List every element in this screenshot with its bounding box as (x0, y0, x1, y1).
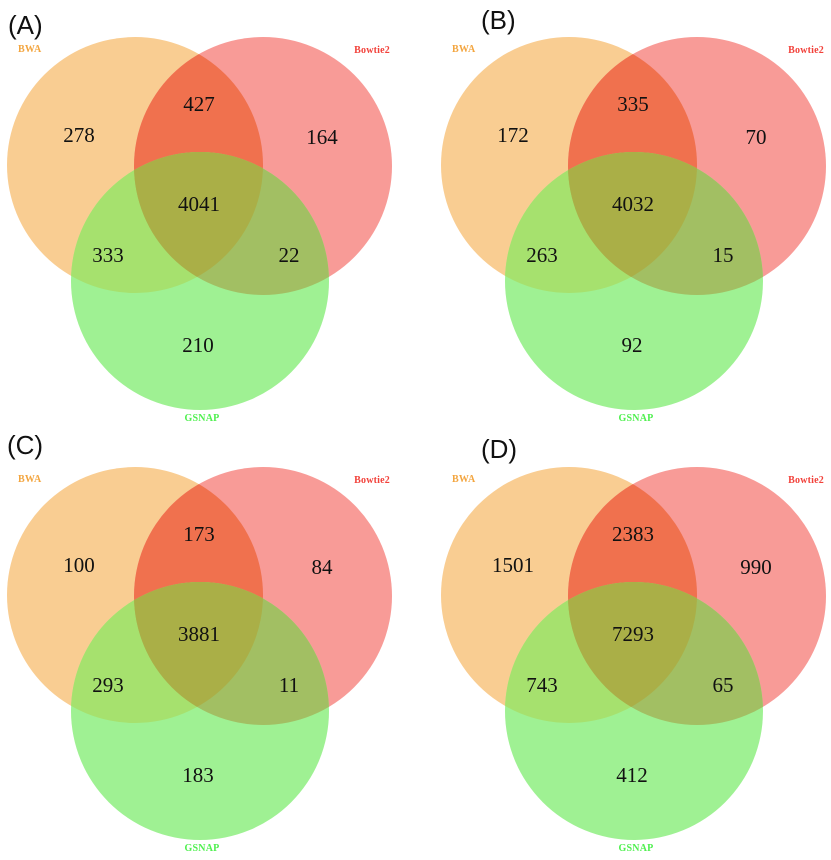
bwa-bowtie2-count: 427 (183, 92, 215, 116)
bwa-set-label: BWA (452, 44, 476, 55)
venn-diagram-a: (A) BWA Bowtie2 GSNAP 278 (7, 10, 392, 424)
bwa-bowtie2-count: 335 (617, 92, 649, 116)
gsnap-only-count: 92 (622, 333, 643, 357)
venn-body: BWA Bowtie2 GSNAP 278 427 164 4041 333 2… (7, 37, 392, 424)
gsnap-set-label: GSNAP (185, 413, 220, 424)
panel-letter: (D) (481, 434, 517, 464)
bowtie2-set-label: Bowtie2 (354, 45, 390, 56)
gsnap-set-label: GSNAP (185, 843, 220, 854)
venn-body: BWA Bowtie2 GSNAP 1501 2383 990 7293 743… (441, 467, 826, 854)
panel-c: (C) BWA Bowtie2 GSNAP 100 (0, 430, 415, 860)
all-three-count: 4032 (612, 192, 654, 216)
bwa-gsnap-count: 743 (526, 673, 558, 697)
bwa-gsnap-count: 293 (92, 673, 124, 697)
bwa-set-label: BWA (18, 44, 42, 55)
bwa-gsnap-count: 333 (92, 243, 124, 267)
bowtie2-gsnap-count: 65 (713, 673, 734, 697)
gsnap-only-count: 210 (182, 333, 214, 357)
bwa-bowtie2-count: 2383 (612, 522, 654, 546)
panel-letter: (B) (481, 5, 516, 35)
all-three-count: 7293 (612, 622, 654, 646)
bwa-gsnap-count: 263 (526, 243, 558, 267)
panel-a: (A) BWA Bowtie2 GSNAP 278 (0, 0, 415, 430)
bowtie2-gsnap-count: 11 (279, 673, 299, 697)
all-three-count: 3881 (178, 622, 220, 646)
bowtie2-gsnap-count: 15 (713, 243, 734, 267)
venn-body: BWA Bowtie2 GSNAP 100 173 84 3881 293 11… (7, 467, 392, 854)
bowtie2-set-label: Bowtie2 (788, 475, 824, 486)
panel-letter: (C) (7, 430, 43, 460)
gsnap-only-count: 183 (182, 763, 214, 787)
venn-diagram-b: (B) BWA Bowtie2 GSNAP 172 (441, 5, 826, 424)
venn-diagram-c: (C) BWA Bowtie2 GSNAP 100 (7, 430, 392, 854)
venn-body: BWA Bowtie2 GSNAP 172 335 70 4032 263 15… (441, 37, 826, 424)
panel-letter: (A) (8, 10, 43, 40)
bowtie2-only-count: 164 (306, 125, 338, 149)
bwa-set-label: BWA (18, 474, 42, 485)
bwa-bowtie2-count: 173 (183, 522, 215, 546)
gsnap-only-count: 412 (616, 763, 648, 787)
bwa-only-count: 1501 (492, 553, 534, 577)
bwa-set-label: BWA (452, 474, 476, 485)
gsnap-set-label: GSNAP (619, 843, 654, 854)
bowtie2-only-count: 990 (740, 555, 772, 579)
bowtie2-only-count: 84 (312, 555, 334, 579)
bowtie2-gsnap-count: 22 (279, 243, 300, 267)
bowtie2-set-label: Bowtie2 (788, 45, 824, 56)
bowtie2-set-label: Bowtie2 (354, 475, 390, 486)
gsnap-set-label: GSNAP (619, 413, 654, 424)
bwa-only-count: 100 (63, 553, 95, 577)
all-three-count: 4041 (178, 192, 220, 216)
venn-diagram-d: (D) BWA Bowtie2 GSNAP 1501 (441, 434, 826, 854)
panel-b: (B) BWA Bowtie2 GSNAP 172 (416, 0, 831, 430)
bwa-only-count: 278 (63, 123, 95, 147)
bowtie2-only-count: 70 (746, 125, 767, 149)
panel-d: (D) BWA Bowtie2 GSNAP 1501 (416, 430, 831, 860)
bwa-only-count: 172 (497, 123, 529, 147)
